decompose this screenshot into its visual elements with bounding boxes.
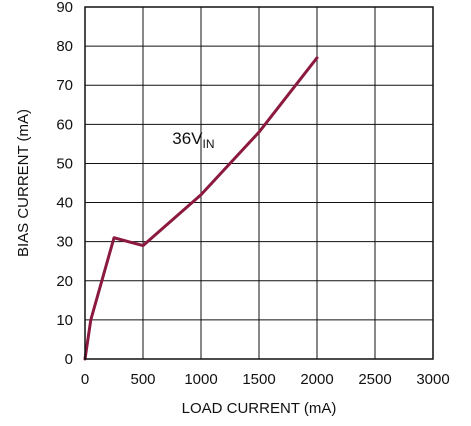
y-tick-label: 90 [56,0,73,16]
y-tick-label: 20 [56,273,73,290]
series-annotation: 36VIN [172,129,214,151]
y-tick-label: 40 [56,195,73,212]
y-axis-label: BIAS CURRENT (mA) [15,109,32,257]
series-line [83,56,319,361]
x-tick-label: 1000 [184,371,217,388]
tick-labels: 0 500 1000 1500 2000 2500 3000 0 10 20 30 40 50 60 70 8… [56,0,449,388]
y-tick-label: 0 [65,351,73,368]
y-tick-label: 50 [56,155,73,172]
plot-frame [84,6,434,360]
x-tick-label: 0 [81,371,89,388]
series-annotation-main: 36V [172,129,203,148]
x-tick-label: 3000 [416,371,449,388]
series-lines [83,56,319,361]
grid-lines [85,7,433,359]
y-tick-label: 10 [56,312,73,329]
y-tick-label: 30 [56,234,73,251]
x-tick-label: 2000 [300,371,333,388]
x-tick-label: 500 [130,371,155,388]
y-tick-label: 60 [56,116,73,133]
y-tick-label: 80 [56,38,73,55]
x-tick-label: 1500 [242,371,275,388]
series-annotation-subscript: IN [203,137,215,151]
x-tick-label: 2500 [358,371,391,388]
y-tick-label: 70 [56,77,73,94]
x-axis-label: LOAD CURRENT (mA) [182,400,337,417]
